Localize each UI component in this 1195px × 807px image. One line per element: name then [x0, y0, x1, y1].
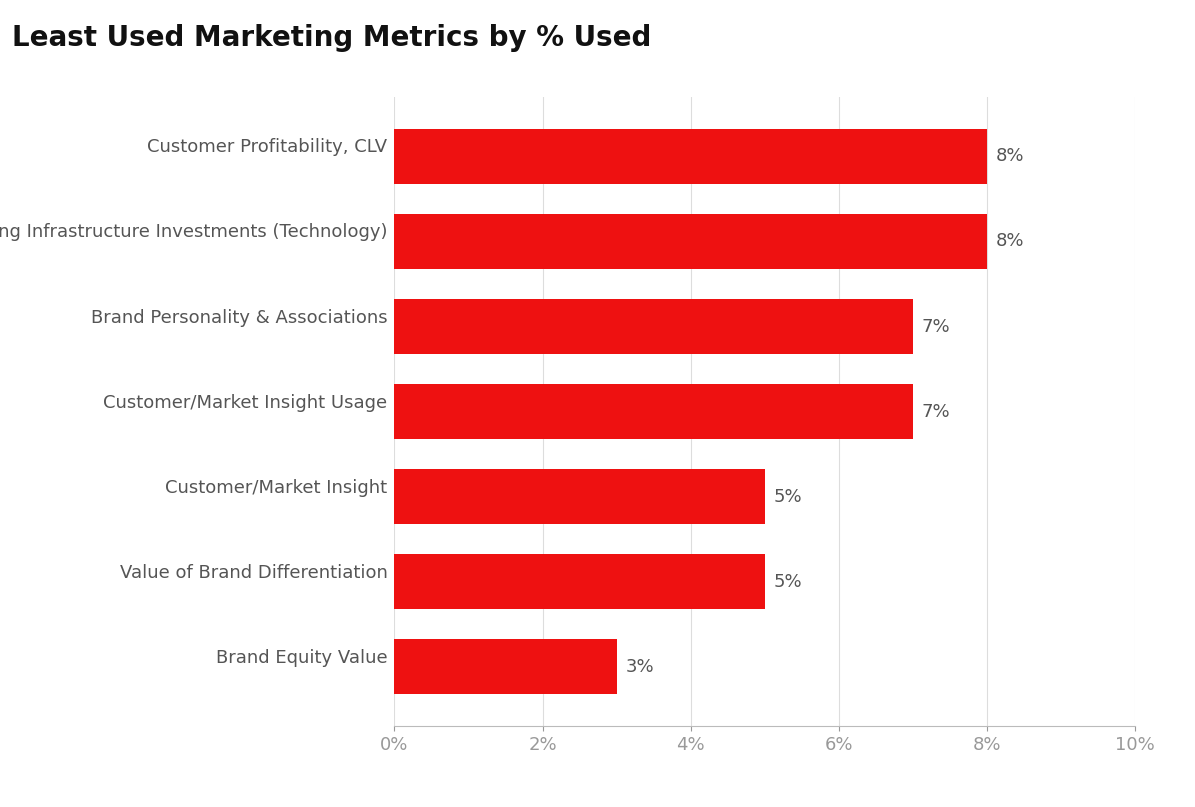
Text: Least Used Marketing Metrics by % Used: Least Used Marketing Metrics by % Used [12, 24, 651, 52]
Text: 7%: 7% [921, 403, 950, 420]
Text: 7%: 7% [921, 317, 950, 336]
Bar [394, 299, 913, 354]
Text: 8%: 8% [995, 232, 1024, 250]
Bar [394, 214, 987, 269]
Bar [394, 384, 913, 439]
Bar [394, 469, 765, 525]
Text: 5%: 5% [773, 573, 802, 591]
Text: 3%: 3% [625, 658, 654, 675]
Text: 5%: 5% [773, 487, 802, 506]
Text: 8%: 8% [995, 148, 1024, 165]
Bar [394, 129, 987, 184]
Bar [394, 554, 765, 609]
Bar [394, 639, 617, 694]
